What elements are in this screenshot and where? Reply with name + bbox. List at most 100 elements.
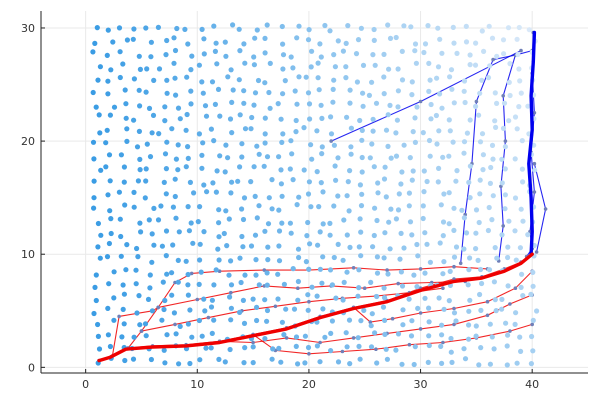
data-point: [201, 229, 207, 235]
data-point: [421, 189, 427, 195]
data-point: [241, 41, 247, 47]
data-point: [295, 246, 302, 252]
data-point: [371, 26, 377, 33]
path-node: [362, 286, 367, 291]
data-point: [172, 75, 178, 81]
data-point: [467, 195, 473, 201]
data-point: [204, 189, 210, 195]
data-point: [383, 127, 390, 133]
data-point: [343, 330, 349, 336]
path-node: [156, 305, 160, 310]
data-point: [239, 206, 245, 212]
data-point: [264, 282, 270, 288]
data-point: [302, 333, 308, 339]
data-point: [212, 48, 218, 55]
data-point: [149, 259, 155, 265]
data-point: [230, 22, 236, 28]
data-point: [347, 100, 353, 106]
data-point: [446, 153, 452, 159]
data-point: [280, 52, 287, 58]
data-point: [241, 360, 247, 366]
data-point: [137, 156, 143, 162]
path-node: [501, 94, 506, 98]
data-point: [264, 22, 270, 28]
data-point: [499, 156, 505, 162]
data-point: [473, 40, 479, 46]
data-point: [385, 271, 391, 277]
data-point: [487, 321, 493, 327]
data-point: [518, 90, 524, 96]
data-point: [475, 257, 481, 263]
data-point: [459, 207, 465, 213]
data-point: [528, 291, 534, 297]
data-point: [147, 154, 154, 160]
path-node: [441, 286, 445, 291]
data-point: [485, 227, 491, 234]
data-point: [467, 297, 473, 303]
data-point: [264, 307, 271, 314]
data-point: [131, 76, 137, 82]
data-point: [355, 293, 361, 299]
data-point: [499, 296, 505, 302]
data-point: [252, 232, 259, 238]
data-point: [395, 331, 402, 337]
data-point: [161, 347, 167, 353]
data-point: [91, 310, 97, 317]
data-point: [375, 180, 381, 186]
data-point: [381, 255, 387, 261]
data-point: [347, 168, 353, 174]
data-point: [514, 126, 520, 132]
data-point: [451, 227, 457, 233]
data-point: [440, 154, 446, 160]
data-point: [357, 182, 363, 188]
data-point: [201, 36, 207, 42]
data-point: [262, 297, 268, 303]
path-node: [452, 264, 456, 269]
data-point: [375, 190, 381, 196]
data-point: [434, 75, 440, 81]
data-point: [314, 293, 320, 299]
data-point: [288, 54, 294, 60]
data-point: [261, 163, 267, 169]
data-point: [287, 166, 293, 172]
data-point: [358, 203, 365, 209]
data-point: [479, 77, 485, 83]
data-point: [494, 255, 500, 261]
data-point: [450, 24, 456, 30]
data-point: [262, 115, 268, 121]
data-point: [240, 297, 246, 303]
data-point: [283, 306, 289, 312]
data-point: [211, 23, 217, 29]
data-point: [292, 88, 298, 94]
data-point: [438, 202, 444, 208]
data-point: [360, 62, 367, 68]
data-point: [122, 357, 128, 364]
data-point: [397, 256, 403, 262]
data-point: [242, 60, 248, 66]
data-point: [288, 138, 294, 144]
data-point: [279, 319, 285, 325]
data-point: [366, 92, 372, 98]
data-point: [256, 282, 262, 288]
data-point: [449, 359, 455, 365]
data-point: [176, 361, 182, 367]
data-point: [437, 91, 443, 97]
data-point: [408, 24, 414, 30]
data-point: [201, 51, 207, 57]
data-point: [520, 293, 526, 299]
data-point: [437, 240, 443, 246]
data-point: [306, 101, 313, 107]
data-point: [518, 348, 524, 354]
data-point: [183, 258, 189, 264]
data-point: [196, 281, 202, 287]
path-node: [418, 311, 423, 315]
data-point: [374, 293, 380, 300]
data-point: [156, 131, 162, 137]
data-point: [248, 179, 254, 185]
data-point: [185, 204, 191, 210]
data-point: [374, 217, 380, 224]
data-point: [162, 360, 168, 366]
data-point: [520, 218, 526, 224]
path-node: [452, 322, 456, 327]
